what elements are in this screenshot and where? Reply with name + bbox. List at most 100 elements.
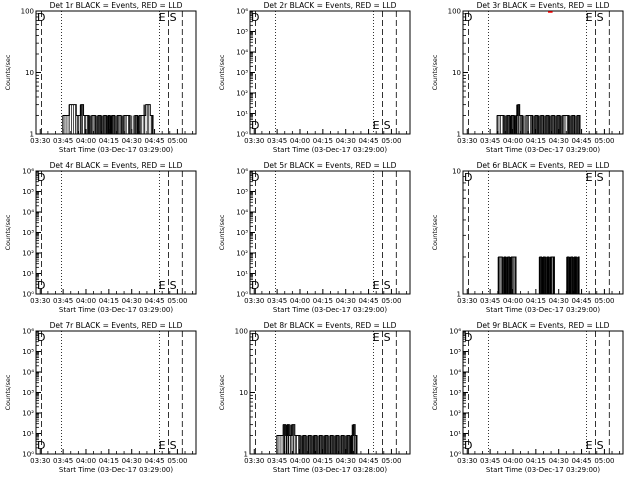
chart-title: Det 4r BLACK = Events, RED = LLD — [50, 161, 183, 170]
chart-panel-5: Det 5r BLACK = Events, RED = LLD Counts/s… — [218, 161, 411, 314]
marker-d: D — [251, 171, 259, 184]
marker-s: S — [170, 11, 177, 24]
x-tick-label: 03:45 — [480, 297, 500, 305]
x-tick-label: 04:00 — [76, 457, 96, 465]
x-tick-label: 03:45 — [53, 137, 73, 145]
y-tick-label: 10³ — [22, 389, 34, 397]
y-tick-label: 10² — [236, 250, 248, 258]
plot-frame — [249, 10, 411, 135]
y-tick-label: 10 — [452, 168, 461, 176]
x-axis-label: Start Time (03-Dec-17 03:29:00) — [486, 146, 600, 154]
y-tick-label: 10⁶ — [449, 328, 461, 336]
chart-title: Det 1r BLACK = Events, RED = LLD — [50, 1, 183, 10]
y-tick-label: 10³ — [236, 69, 248, 77]
marker-e: E — [586, 11, 593, 24]
chart-panel-9: Det 9r BLACK = Events, RED = LLD Counts/s… — [431, 321, 624, 474]
x-tick-label: 03:30 — [30, 297, 50, 305]
x-axis-label: Start Time (03-Dec-17 03:29:00) — [486, 306, 600, 314]
y-axis-label: Counts/sec — [4, 214, 12, 250]
x-tick-label: 03:30 — [30, 457, 50, 465]
y-tick-label: 10 — [452, 69, 461, 77]
y-tick-label: 10⁵ — [22, 188, 34, 196]
x-tick-label: 03:30 — [244, 297, 264, 305]
y-tick-label: 10³ — [449, 389, 461, 397]
x-tick-label: 05:00 — [167, 137, 187, 145]
y-tick-label: 10⁰ — [236, 291, 248, 299]
x-tick-label: 03:30 — [30, 137, 50, 145]
marker-d: D — [464, 171, 472, 184]
marker-d: D — [251, 11, 259, 24]
marker-s: S — [170, 279, 177, 292]
x-tick-label: 04:15 — [99, 297, 119, 305]
y-tick-label: 10⁵ — [22, 348, 34, 356]
y-tick-label: 10⁰ — [22, 451, 34, 459]
y-tick-label: 10 — [239, 389, 248, 397]
x-axis-label: Start Time (03-Dec-17 03:28:00) — [273, 466, 387, 474]
y-tick-label: 10² — [22, 410, 34, 418]
x-axis-label: Start Time (03-Dec-17 03:29:00) — [273, 146, 387, 154]
marker-d: D — [251, 119, 259, 132]
x-axis-label: Start Time (03-Dec-17 03:29:00) — [273, 306, 387, 314]
events-series-line — [465, 104, 594, 135]
plot-frame — [35, 10, 197, 135]
marker-s: S — [170, 439, 177, 452]
plot-frame — [35, 330, 197, 455]
y-tick-label: 10⁴ — [449, 369, 461, 377]
y-tick-label: 10² — [449, 410, 461, 418]
x-axis-label: Start Time (03-Dec-17 03:29:00) — [59, 306, 173, 314]
x-tick-label: 04:30 — [336, 137, 356, 145]
y-tick-label: 10¹ — [236, 110, 248, 118]
chart-title: Det 8r BLACK = Events, RED = LLD — [264, 321, 397, 330]
x-tick-label: 04:30 — [549, 297, 569, 305]
marker-d: D — [37, 11, 45, 24]
y-tick-label: 10⁰ — [449, 451, 461, 459]
y-tick-label: 10³ — [236, 229, 248, 237]
chart-panel-3: Det 3r BLACK = Events, RED = LLD Counts/s… — [431, 1, 624, 154]
x-tick-label: 04:00 — [290, 297, 310, 305]
chart-title: Det 5r BLACK = Events, RED = LLD — [264, 161, 397, 170]
x-tick-label: 03:30 — [457, 297, 477, 305]
x-tick-label: 03:45 — [267, 297, 287, 305]
marker-s: S — [384, 279, 391, 292]
y-tick-label: 10⁰ — [236, 131, 248, 139]
x-tick-label: 04:30 — [336, 297, 356, 305]
x-tick-label: 04:00 — [503, 457, 523, 465]
y-tick-label: 10⁶ — [22, 168, 34, 176]
y-tick-label: 10² — [236, 90, 248, 98]
y-axis-label: Counts/sec — [431, 54, 439, 90]
marker-e: E — [373, 279, 380, 292]
x-tick-label: 04:15 — [99, 457, 119, 465]
marker-d: D — [251, 331, 259, 344]
y-axis-label: Counts/sec — [4, 374, 12, 410]
plot-frame — [249, 170, 411, 295]
marker-e: E — [586, 439, 593, 452]
x-tick-label: 04:15 — [99, 137, 119, 145]
marker-s: S — [384, 119, 391, 132]
x-tick-label: 04:45 — [571, 297, 591, 305]
chart-title: Det 7r BLACK = Events, RED = LLD — [50, 321, 183, 330]
y-tick-label: 10¹ — [22, 270, 34, 278]
x-tick-label: 03:45 — [480, 457, 500, 465]
y-tick-label: 1 — [457, 131, 461, 139]
y-tick-label: 10⁴ — [236, 49, 248, 57]
y-tick-label: 10⁰ — [22, 291, 34, 299]
y-tick-label: 10³ — [22, 229, 34, 237]
x-tick-label: 04:30 — [549, 137, 569, 145]
x-tick-label: 04:00 — [503, 137, 523, 145]
x-tick-label: 04:00 — [290, 457, 310, 465]
x-tick-label: 04:45 — [358, 297, 378, 305]
events-series-line — [252, 424, 381, 455]
y-tick-label: 10⁶ — [22, 328, 34, 336]
x-tick-label: 04:00 — [76, 297, 96, 305]
events-series-line — [465, 256, 594, 295]
marker-e: E — [159, 279, 166, 292]
marker-e: E — [373, 119, 380, 132]
y-tick-label: 10⁵ — [236, 28, 248, 36]
y-tick-label: 10⁶ — [236, 168, 248, 176]
x-tick-label: 04:45 — [144, 297, 164, 305]
x-tick-label: 04:00 — [290, 137, 310, 145]
x-axis-label: Start Time (03-Dec-17 03:29:00) — [486, 466, 600, 474]
x-tick-label: 04:15 — [313, 297, 333, 305]
marker-e: E — [159, 11, 166, 24]
